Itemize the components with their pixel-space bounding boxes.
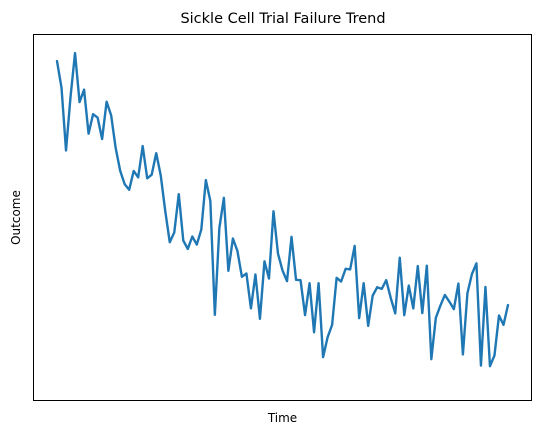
x-axis-label: Time — [267, 411, 297, 425]
plot-frame — [33, 34, 532, 401]
y-axis-label: Outcome — [9, 190, 23, 245]
series-line-0 — [55, 51, 510, 368]
chart-title: Sickle Cell Trial Failure Trend — [180, 11, 385, 27]
plot-area — [55, 51, 510, 368]
